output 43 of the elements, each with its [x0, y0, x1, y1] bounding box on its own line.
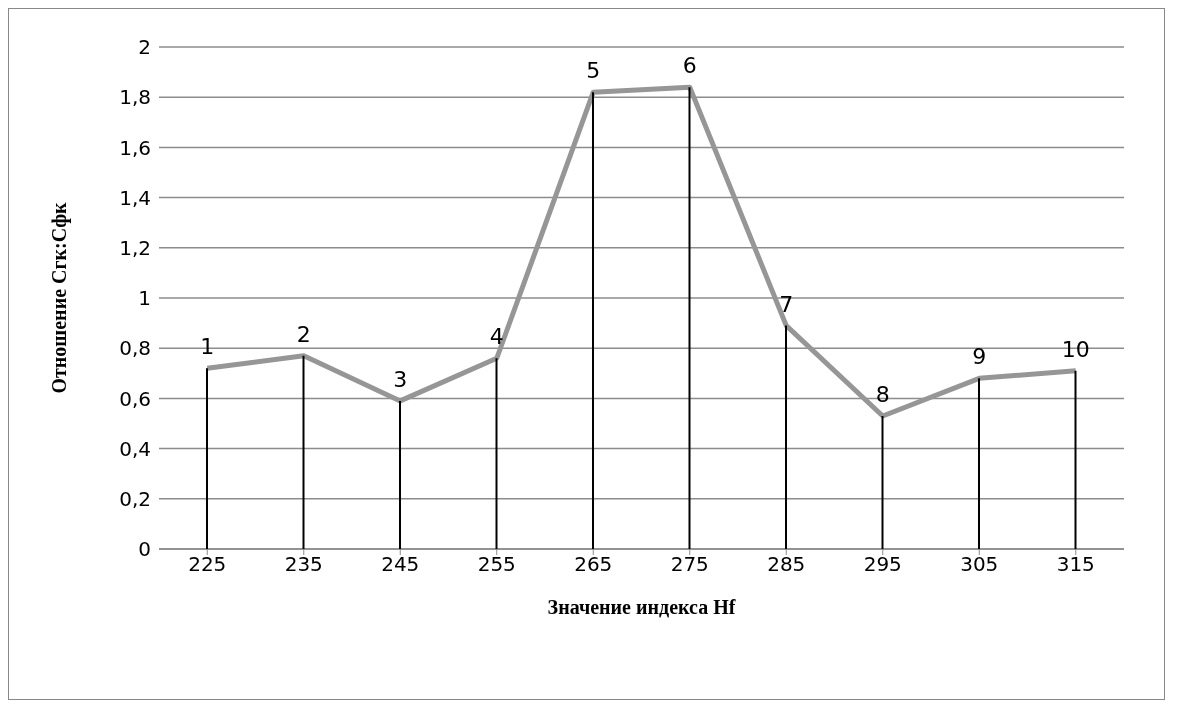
annotation: 3 — [393, 366, 408, 392]
x-tick-label: 275 — [670, 552, 709, 577]
annotation: 1 — [200, 334, 215, 360]
y-tick-label: 0,8 — [119, 336, 151, 361]
bar — [978, 378, 980, 549]
bar — [495, 358, 498, 549]
annotation: 2 — [296, 321, 311, 347]
y-axis-title: Отношение Сгк:Сфк — [48, 201, 72, 394]
annotation: 10 — [1061, 336, 1090, 362]
y-tick-label: 0,4 — [119, 436, 151, 461]
annotation: 6 — [682, 53, 697, 79]
y-tick-label: 0,6 — [119, 386, 151, 411]
annotation: 9 — [972, 344, 987, 370]
x-axis-title: Значение индекса Hf — [547, 596, 736, 618]
bar — [399, 400, 401, 549]
x-tick-label: 235 — [284, 552, 323, 577]
x-tick-label: 265 — [574, 552, 613, 577]
y-tick-label: 1,8 — [119, 85, 151, 110]
annotation: 5 — [586, 58, 601, 84]
y-tick-label: 0,2 — [119, 486, 151, 511]
bar — [206, 368, 208, 549]
y-tick-label: 1,6 — [119, 135, 151, 160]
bar — [881, 415, 884, 549]
bar — [1074, 370, 1077, 549]
annotation: 8 — [875, 381, 890, 407]
bar — [688, 87, 691, 549]
x-tick-label: 245 — [381, 552, 420, 577]
x-tick-label: 255 — [477, 552, 516, 577]
x-tick-label: 305 — [960, 552, 999, 577]
bar — [592, 92, 594, 549]
bar — [785, 325, 787, 549]
y-tick-label: 1,4 — [119, 185, 151, 210]
x-tick-label: 295 — [863, 552, 902, 577]
y-tick-label: 2 — [138, 35, 151, 60]
annotation: 7 — [779, 291, 794, 317]
annotation: 4 — [489, 324, 504, 350]
bar — [302, 355, 305, 549]
x-tick-label: 225 — [188, 552, 227, 577]
y-tick-label: 1,2 — [119, 235, 151, 260]
y-tick-label: 0 — [138, 537, 151, 562]
x-tick-label: 285 — [767, 552, 806, 577]
x-tick-label: 315 — [1056, 552, 1095, 577]
y-tick-label: 1 — [138, 286, 151, 311]
